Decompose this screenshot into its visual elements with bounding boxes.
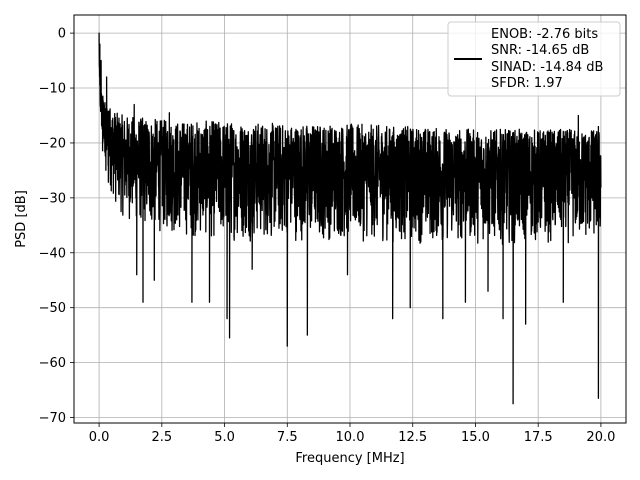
x-tick-label: 17.5 [524, 430, 553, 445]
y-axis-ticks: 0 −10 −20 −30 −40 −50 −60 −70 [39, 27, 74, 426]
x-axis-label: Frequency [MHz] [295, 451, 404, 466]
y-axis-label: PSD [dB] [14, 190, 29, 248]
legend: ENOB: -2.76 bits SNR: -14.65 dB SINAD: -… [447, 21, 621, 97]
x-tick-label: 20.0 [586, 430, 615, 445]
x-axis-ticks: 0.0 2.5 5.0 7.5 10.0 12.5 15.0 17.5 20.0 [89, 423, 615, 445]
y-tick-label: 0 [58, 27, 66, 42]
y-tick-label: −20 [39, 136, 66, 151]
x-tick-label: 5.0 [214, 430, 235, 445]
x-tick-label: 10.0 [336, 430, 365, 445]
y-tick-label: −30 [39, 191, 66, 206]
x-tick-label: 0.0 [89, 430, 110, 445]
y-tick-label: −10 [39, 82, 66, 97]
x-tick-label: 2.5 [151, 430, 172, 445]
legend-entry-line-4: SFDR: 1.97 [491, 76, 563, 91]
legend-entry-line-3: SINAD: -14.84 dB [491, 60, 603, 75]
x-tick-label: 12.5 [398, 430, 427, 445]
legend-box [447, 21, 621, 97]
x-tick-label: 15.0 [461, 430, 490, 445]
y-tick-label: −60 [39, 356, 66, 371]
x-tick-label: 7.5 [277, 430, 298, 445]
series-layer [98, 32, 602, 405]
legend-entry-line-1: ENOB: -2.76 bits [491, 27, 598, 42]
psd-series-line [98, 32, 602, 405]
y-tick-label: −50 [39, 301, 66, 316]
y-tick-label: −70 [39, 411, 66, 426]
legend-entry-line-2: SNR: -14.65 dB [491, 43, 589, 58]
y-tick-label: −40 [39, 246, 66, 261]
